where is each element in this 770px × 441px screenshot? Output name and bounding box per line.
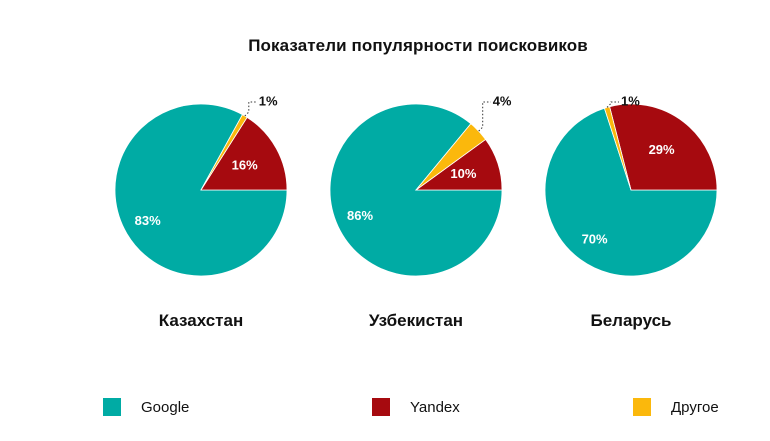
pie-slice-other-0 [200, 114, 248, 191]
pie-label-yandex-0: 16% [232, 157, 258, 172]
pie-slice-other-2 [603, 106, 632, 191]
chart-title: Показатели популярности поисковиков [248, 36, 588, 55]
pie-label-google-2: 70% [582, 232, 608, 247]
country-label-belarus: Беларусь [590, 311, 672, 330]
pie-leader-other-1 [478, 101, 491, 132]
legend-swatch-google [103, 398, 121, 416]
legend-swatch-yandex [372, 398, 390, 416]
pie-slice-google-2 [544, 107, 718, 277]
legend-item-yandex: Yandex [372, 398, 460, 416]
pie-label-google-1: 86% [347, 208, 373, 223]
pie-slice-yandex-0 [200, 116, 288, 191]
legend-item-google: Google [103, 398, 189, 416]
pie-slice-other-1 [415, 123, 487, 191]
pie-label-other-0: 1% [259, 93, 278, 108]
pie-slice-yandex-2 [609, 103, 718, 191]
country-label-kazakhstan: Казахстан [158, 311, 244, 330]
legend-label-google: Google [141, 398, 190, 416]
pie-leader-other-2 [606, 101, 619, 108]
pie-label-other-1: 4% [493, 93, 512, 108]
pie-label-yandex-1: 10% [450, 166, 476, 181]
pie-label-other-2: 1% [621, 93, 640, 108]
pie-slice-google-1 [329, 103, 503, 277]
legend-label-yandex: Yandex [410, 398, 460, 416]
legend-swatch-other [633, 398, 651, 416]
pie-label-google-0: 83% [135, 213, 161, 228]
pie-label-yandex-2: 29% [649, 142, 675, 157]
country-label-uzbekistan: Узбекистан [368, 311, 464, 330]
legend-item-other: Другое [633, 398, 719, 416]
legend-label-other: Другое [671, 398, 719, 416]
pie-leader-other-0 [244, 101, 257, 117]
